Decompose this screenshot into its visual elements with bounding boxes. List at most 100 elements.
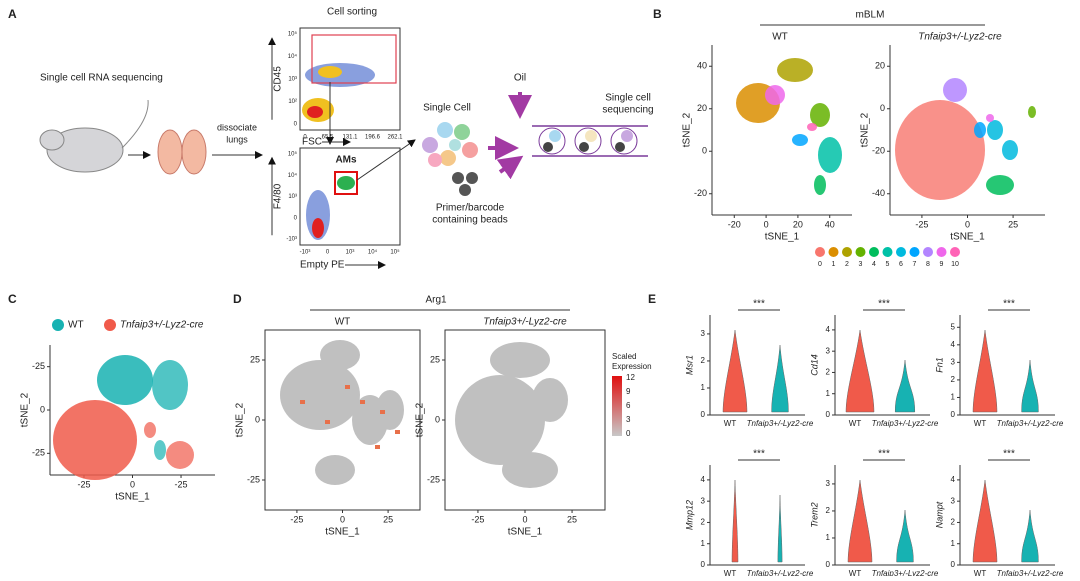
expression-dot (375, 445, 380, 449)
x-axis-label: FSC (302, 137, 322, 148)
sequencing-label: sequencing (602, 105, 653, 116)
y-axis-label: tSNE_2 (20, 392, 31, 427)
legend-swatch (104, 319, 116, 331)
y-tick-label: 0 (701, 410, 706, 419)
x-tick-label: -25 (290, 514, 303, 524)
y-tick-label: 20 (875, 61, 885, 71)
x-tick-label: 0 (130, 479, 135, 489)
gene-label: Nampt (934, 501, 944, 528)
gene-label: Cd14 (809, 354, 819, 376)
y-tick-label: 40 (697, 61, 707, 71)
legend-swatch (896, 247, 906, 257)
colorbar-tick-label: 9 (626, 387, 631, 396)
cell-cluster (320, 340, 360, 370)
beads-label: containing beads (432, 215, 508, 226)
gene-label: Mmp12 (684, 500, 694, 530)
group-label: Tnfaip3+/-Lyz2-cre (747, 569, 814, 576)
x-axis-label: tSNE_1 (950, 232, 985, 243)
violin (732, 480, 738, 562)
cell-cluster (986, 114, 994, 122)
y-tick-label: 0 (294, 215, 298, 221)
x-axis-label: tSNE_1 (115, 492, 150, 503)
step-label: lungs (226, 134, 248, 144)
y-tick-label: 25 (250, 354, 260, 364)
y-tick-label: 3 (951, 496, 956, 505)
group-label: Tnfaip3+/-Lyz2-cre (747, 419, 814, 428)
cell-cluster (943, 78, 967, 102)
cell-cluster (895, 100, 985, 200)
colorbar-tick-label: 3 (626, 415, 631, 424)
step-label: dissociate (217, 122, 257, 132)
y-tick-label: 25 (430, 354, 440, 364)
y-tick-label: 4 (951, 340, 956, 349)
y-tick-label: 10³ (288, 194, 297, 200)
legend-label: 4 (872, 261, 876, 268)
violin (1022, 360, 1039, 412)
panel-label: E (648, 292, 656, 306)
beads-label: Primer/barcode (436, 203, 505, 214)
legend-label: 10 (951, 261, 959, 268)
legend-label: 7 (913, 261, 917, 268)
gene-label: Fn1 (934, 357, 944, 373)
panel-label: A (8, 7, 17, 21)
significance-label: *** (753, 449, 765, 460)
y-tick-label: 3 (701, 496, 706, 505)
y-tick-label: 10⁵ (288, 151, 298, 158)
cell-cluster (1002, 140, 1018, 160)
x-tick-label: 262.1 (387, 135, 403, 141)
legend-swatch (52, 319, 64, 331)
y-tick-label: 1 (951, 539, 956, 548)
significance-label: *** (878, 299, 890, 310)
y-tick-label: 4 (701, 475, 706, 484)
violin (895, 360, 915, 412)
y-tick-label: 1 (826, 533, 831, 542)
y-tick-label: 0 (701, 560, 706, 569)
x-tick-label: 0 (764, 219, 769, 229)
y-tick-label: 2 (951, 375, 956, 384)
colorbar-tick-label: 6 (626, 401, 631, 410)
y-tick-label: 1 (701, 539, 706, 548)
panel-label: B (653, 7, 662, 21)
oil-label: Oil (514, 73, 526, 84)
legend-swatch (842, 247, 852, 257)
y-tick-label: 5 (951, 322, 956, 331)
y-tick-label: 4 (826, 325, 831, 334)
cell-cluster (455, 375, 545, 465)
y-tick-label: 2 (701, 356, 706, 365)
legend-label: 9 (940, 261, 944, 268)
y-tick-label: 0 (255, 414, 260, 424)
legend-label: 5 (886, 261, 890, 268)
cell-cluster (974, 122, 986, 138)
violin (897, 510, 914, 562)
cell-cluster (777, 58, 813, 82)
y-tick-label: -10³ (286, 237, 297, 243)
legend-swatch (829, 247, 839, 257)
significance-label: *** (753, 299, 765, 310)
y-tick-label: -20 (694, 188, 707, 198)
cell-cluster (154, 440, 166, 460)
x-tick-label: 196.6 (365, 135, 381, 141)
y-tick-label: -25 (32, 448, 45, 458)
cell-cluster (502, 452, 558, 488)
violin (973, 330, 997, 412)
cell-cluster (986, 175, 1014, 195)
legend-label: 0 (818, 261, 822, 268)
gate-label: AMs (335, 155, 357, 166)
cell-cluster (97, 355, 153, 405)
cell-cluster (765, 85, 785, 105)
expression-dot (380, 410, 385, 414)
violin (848, 480, 872, 562)
cell-cluster (315, 455, 355, 485)
y-tick-label: 0 (294, 122, 298, 128)
y-tick-label: 3 (826, 479, 831, 488)
y-tick-label: 2 (701, 518, 706, 527)
cell-cluster (532, 378, 568, 422)
y-tick-label: 1 (826, 389, 831, 398)
y-tick-label: 3 (701, 329, 706, 338)
x-tick-label: 25 (567, 514, 577, 524)
group-label: WT (849, 419, 862, 428)
y-tick-label: 10⁴ (288, 172, 298, 179)
group-label: WT (724, 419, 737, 428)
legend-swatch (923, 247, 933, 257)
x-tick-label: -20 (728, 219, 741, 229)
